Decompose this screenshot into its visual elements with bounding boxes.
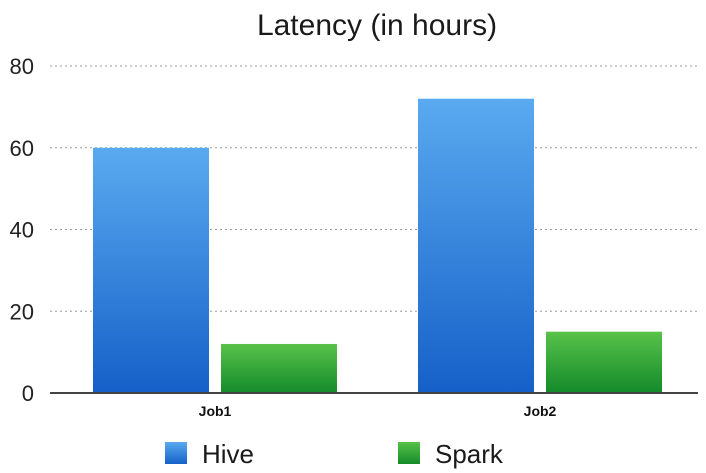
- y-tick-label: 0: [22, 381, 34, 406]
- x-tick-label: Job1: [199, 403, 232, 419]
- y-axis-ticks: 0 20 40 60 80: [10, 54, 34, 406]
- x-axis-labels: Job1 Job2: [199, 403, 557, 419]
- bar-hive-job1: [93, 147, 209, 393]
- legend-label-spark: Spark: [435, 439, 504, 469]
- y-tick-label: 40: [10, 218, 34, 243]
- x-tick-label: Job2: [524, 403, 557, 419]
- chart-title: Latency (in hours): [257, 9, 497, 42]
- y-tick-label: 60: [10, 136, 34, 161]
- legend-label-hive: Hive: [202, 439, 254, 469]
- legend-swatch-spark: [398, 442, 420, 464]
- legend-swatch-hive: [165, 442, 187, 464]
- y-tick-label: 20: [10, 299, 34, 324]
- grid-lines: [50, 65, 698, 312]
- bar-hive-job2: [418, 98, 534, 393]
- bar-spark-job1: [221, 343, 337, 393]
- y-tick-label: 80: [10, 54, 34, 79]
- legend: Hive Spark: [165, 439, 504, 469]
- bars: [93, 98, 662, 393]
- bar-spark-job2: [546, 331, 662, 393]
